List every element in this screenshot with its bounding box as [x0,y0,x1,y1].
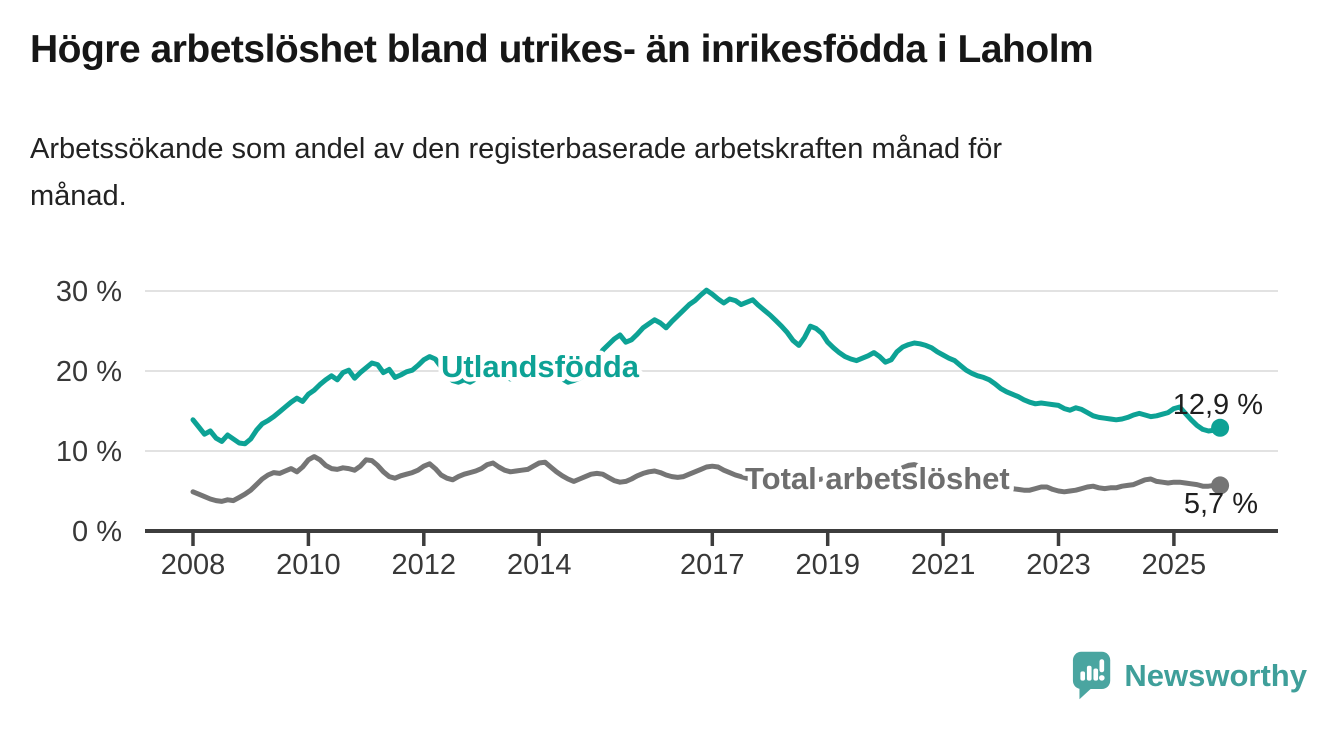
chart-subtitle-line-2: månad. [30,179,127,212]
series-end-dot [1211,476,1230,495]
x-tick-label: 2010 [276,549,341,581]
series-label: Total arbetslöshet [745,461,1010,496]
y-tick-label: 30 % [56,276,122,308]
series-end-value: 5,7 % [1184,488,1258,520]
series-line [190,454,1223,504]
series-end-value: 12,9 % [1173,389,1263,421]
y-tick-label: 0 % [72,516,122,548]
x-tick-label: 2019 [795,549,860,581]
y-tick-label: 10 % [56,436,122,468]
chart-subtitle-line-1: Arbetssökande som andel av den registerb… [30,133,1003,165]
newsworthy-logo-icon [1073,651,1111,700]
x-tick-label: 2012 [392,549,457,581]
brand-footer: Newsworthy [1072,650,1307,702]
x-tick-label: 2014 [507,549,572,581]
x-tick-label: 2021 [911,549,976,581]
series-end-dot [1211,418,1230,437]
series-label: Utlandsfödda [441,349,640,384]
brand-name: Newsworthy [1124,658,1307,693]
x-tick-label: 2025 [1142,549,1207,581]
series-line [190,287,1223,447]
chart-title: Högre arbetslöshet bland utrikes- än inr… [30,28,1094,71]
x-tick-label: 2023 [1026,549,1091,581]
chart-subtitle: Arbetssökande som andel av den registerb… [30,126,1002,220]
x-tick-label: 2008 [161,549,226,581]
x-tick-label: 2017 [680,549,745,581]
y-tick-label: 20 % [56,356,122,388]
